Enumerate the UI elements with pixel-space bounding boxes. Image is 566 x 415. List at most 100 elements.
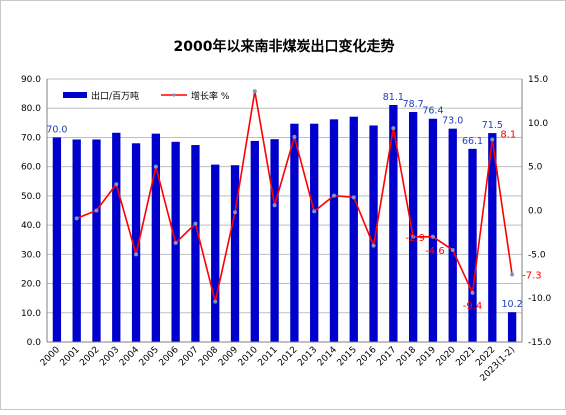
growth-point	[134, 252, 139, 257]
x-axis-category-label: 2012	[276, 345, 299, 368]
x-axis-category-label: 2014	[316, 345, 339, 368]
bar-value-label: 73.0	[442, 116, 463, 127]
x-axis-category-label: 2015	[336, 345, 359, 368]
left-axis-tick-label: 30.0	[21, 250, 41, 260]
bar	[428, 118, 438, 343]
bar-value-label: 81.1	[383, 92, 404, 103]
x-axis-category-label: 2016	[355, 345, 378, 368]
x-axis-category-label: 2010	[237, 345, 260, 368]
legend-line-label: 增长率 %	[191, 90, 230, 102]
bar-value-label: 10.2	[502, 299, 523, 310]
bar	[52, 137, 62, 342]
bar-value-label: 78.7	[403, 99, 424, 110]
x-axis-category-label: 2021	[454, 345, 477, 368]
bar	[389, 105, 398, 342]
bar	[488, 133, 497, 342]
growth-point	[74, 216, 79, 221]
data-labels: 70.0 81.178.776.473.0 66.1 71.5 10.2 -2.9-4.6…	[46, 92, 541, 312]
x-axis-category-label: 2013	[296, 345, 319, 368]
bar	[131, 143, 141, 342]
left-axis-tick-label: 80.0	[21, 104, 41, 114]
growth-point	[233, 210, 238, 215]
growth-value-label: 8.1	[500, 129, 516, 140]
bar	[310, 123, 319, 343]
x-axis-category-label: 2019	[415, 345, 438, 368]
chart-title: 2000年以来南非煤炭出口变化走势	[174, 38, 395, 55]
growth-point	[411, 234, 416, 239]
left-axis-tick-label: 10.0	[21, 309, 41, 319]
growth-point	[510, 272, 515, 277]
right-axis-tick-label: 15.0	[528, 75, 548, 85]
bar-value-label: 76.4	[422, 106, 443, 117]
right-axis-tick-label: -10.0	[528, 294, 552, 304]
gridlines	[47, 78, 522, 314]
x-axis-category-label: 2007	[177, 345, 200, 368]
x-axis-category-label: 2011	[256, 345, 279, 368]
bar	[329, 119, 339, 343]
x-axis-category-label: 2017	[375, 345, 398, 368]
bar	[230, 165, 240, 342]
growth-value-label: -4.6	[425, 246, 445, 257]
bar	[448, 128, 457, 342]
x-axis-category-label: 2009	[217, 345, 240, 368]
legend-line-marker	[172, 93, 176, 97]
x-axis-category-label: 2018	[395, 345, 418, 368]
left-axis-tick-label: 50.0	[21, 192, 41, 202]
bar	[191, 145, 200, 342]
growth-value-label: -2.9	[405, 233, 425, 244]
x-axis-category-label: 2003	[98, 345, 121, 368]
growth-line-series	[74, 89, 515, 304]
bar	[290, 123, 299, 343]
growth-point	[391, 126, 396, 131]
growth-point	[351, 195, 356, 200]
x-axis-category-label: 2008	[197, 345, 220, 368]
growth-point	[331, 193, 336, 198]
bar	[112, 132, 121, 342]
bar	[408, 112, 418, 342]
growth-point	[153, 164, 158, 169]
bar	[468, 148, 477, 342]
growth-point	[430, 234, 435, 239]
growth-value-label: -7.3	[522, 270, 542, 281]
x-axis-category-label: 2004	[118, 345, 141, 368]
bar	[349, 116, 358, 343]
left-axis-tick-label: 40.0	[21, 221, 41, 231]
legend: 出口/百万吨 增长率 %	[63, 90, 230, 102]
x-axis-category-label: 2000	[39, 345, 62, 368]
right-axis-tick-label: -15.0	[528, 338, 552, 348]
growth-point	[292, 134, 297, 139]
growth-point	[94, 208, 99, 213]
growth-point	[114, 182, 119, 187]
x-axis-category-label: 2005	[138, 345, 161, 368]
left-axis-tick-label: 0.0	[27, 338, 42, 348]
right-axis-tick-label: 5.0	[528, 163, 543, 173]
growth-point	[252, 89, 257, 94]
growth-value-label: -9.4	[463, 301, 483, 312]
legend-bar-swatch	[63, 92, 87, 98]
bar	[250, 140, 259, 342]
bar	[369, 125, 378, 342]
growth-point	[193, 221, 198, 226]
bar-value-label: 70.0	[46, 124, 67, 135]
legend-bar-label: 出口/百万吨	[91, 90, 139, 102]
left-axis-tick-label: 90.0	[21, 75, 41, 85]
bar	[151, 133, 161, 342]
growth-point	[312, 209, 317, 214]
x-axis-category-label: 2020	[435, 345, 458, 368]
bar	[92, 139, 101, 342]
growth-point	[371, 243, 376, 248]
growth-point	[470, 290, 475, 295]
x-axis-category-label: 2001	[59, 345, 82, 368]
growth-point	[173, 240, 178, 245]
bar-series	[52, 105, 517, 343]
left-axis-tick-label: 20.0	[21, 280, 41, 290]
right-axis-tick-label: -5.0	[528, 250, 546, 260]
bar	[270, 139, 279, 342]
bar-value-label: 71.5	[482, 120, 503, 131]
bar	[507, 312, 517, 342]
growth-point	[490, 137, 495, 142]
bar-value-label: 66.1	[462, 136, 483, 147]
x-axis-category-label: 2002	[78, 345, 101, 368]
